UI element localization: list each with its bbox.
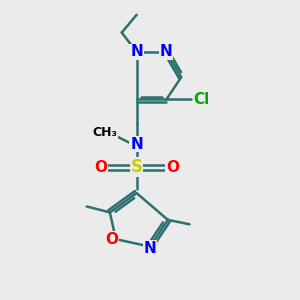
- Text: N: N: [130, 44, 143, 59]
- Text: S: S: [130, 158, 142, 176]
- Text: Cl: Cl: [193, 92, 209, 107]
- Text: O: O: [94, 160, 107, 175]
- Text: O: O: [105, 232, 118, 247]
- Text: N: N: [144, 241, 156, 256]
- Text: N: N: [130, 136, 143, 152]
- Text: CH₃: CH₃: [92, 126, 117, 139]
- Text: O: O: [166, 160, 179, 175]
- Text: N: N: [160, 44, 173, 59]
